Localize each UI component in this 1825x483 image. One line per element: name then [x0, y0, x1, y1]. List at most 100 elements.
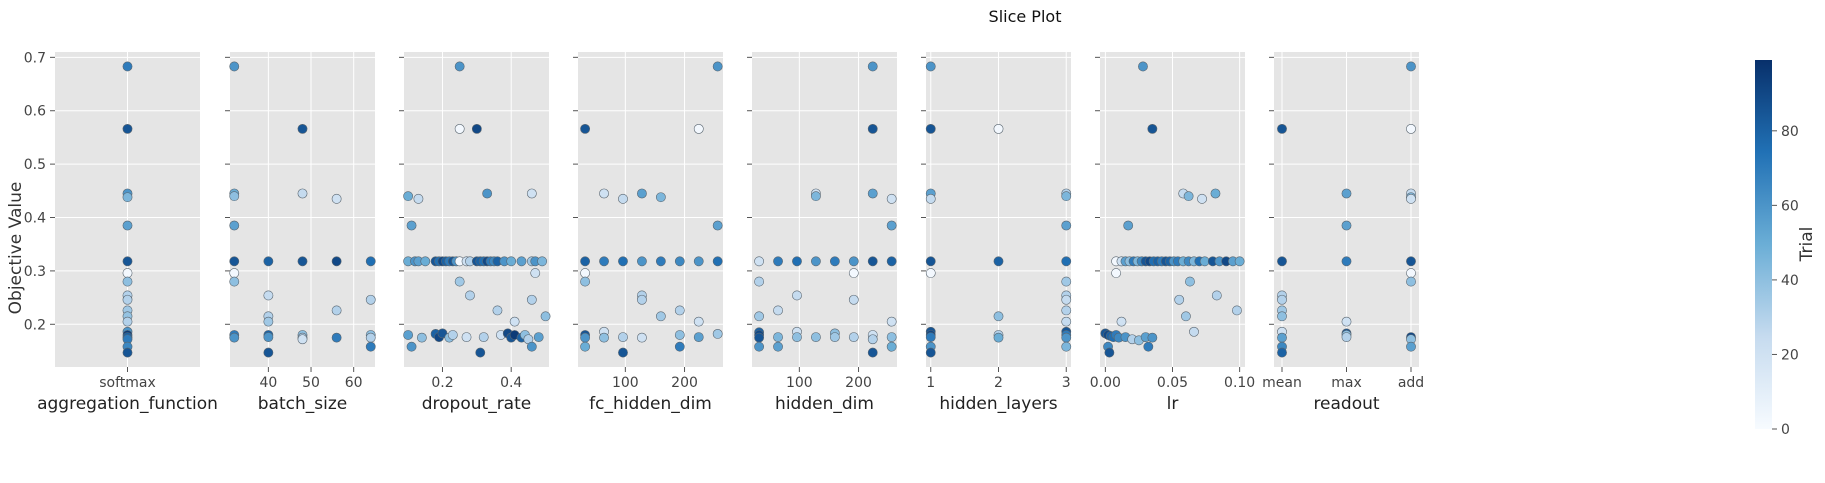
x-tick-label: 1: [926, 375, 935, 391]
data-point: [754, 332, 765, 343]
data-point: [533, 332, 544, 343]
data-point: [618, 193, 628, 204]
colorbar-gradient: [1755, 60, 1772, 429]
data-point: [1406, 256, 1416, 267]
data-point: [1277, 332, 1287, 343]
data-point: [1116, 316, 1127, 327]
data-point: [580, 256, 591, 267]
data-point: [263, 316, 274, 327]
data-point: [580, 276, 591, 287]
data-point: [365, 332, 376, 343]
data-point: [471, 123, 482, 134]
x-tick-label: 0.05: [1157, 375, 1188, 391]
data-point: [886, 256, 897, 267]
data-point: [1061, 341, 1072, 352]
data-point: [454, 61, 465, 72]
data-point: [454, 123, 465, 134]
chart-title: Slice Plot: [989, 7, 1062, 26]
panel-background: [578, 52, 723, 367]
data-point: [122, 192, 133, 203]
data-point: [447, 330, 458, 340]
data-point: [122, 268, 133, 278]
data-point: [263, 332, 274, 343]
data-point: [712, 256, 723, 267]
data-point: [331, 256, 342, 267]
x-axis-label: readout: [1313, 394, 1379, 414]
data-point: [1211, 290, 1222, 301]
data-point: [693, 123, 704, 134]
data-point: [618, 347, 628, 358]
data-point: [1232, 305, 1242, 316]
data-point: [492, 305, 503, 316]
data-point: [848, 294, 859, 305]
data-point: [1174, 294, 1185, 305]
x-tick-label: softmax: [99, 375, 156, 391]
data-point: [1189, 326, 1199, 337]
data-point: [867, 347, 878, 358]
data-point: [637, 256, 647, 267]
data-point: [867, 123, 878, 134]
x-tick-label: 200: [845, 375, 872, 391]
colorbar-tick-label: 60: [1781, 198, 1799, 214]
data-point: [482, 188, 493, 199]
data-point: [413, 193, 424, 204]
data-point: [925, 123, 936, 134]
data-point: [454, 276, 465, 287]
data-point: [1061, 332, 1072, 343]
data-point: [1061, 220, 1072, 231]
data-point: [754, 276, 765, 287]
data-point: [1147, 123, 1158, 134]
data-point: [1185, 276, 1195, 287]
data-point: [420, 256, 431, 267]
data-point: [297, 334, 308, 345]
panel-dropout_rate: 0.2 0.4 dropout_rate: [399, 52, 551, 414]
data-point: [886, 220, 897, 231]
data-point: [754, 341, 765, 352]
data-point: [1123, 220, 1134, 231]
x-axis-label: dropout_rate: [422, 394, 531, 414]
panel-hidden_dim: 100 200 hidden_dim: [747, 52, 897, 414]
data-point: [122, 61, 133, 72]
data-point: [229, 61, 240, 72]
data-point: [925, 268, 936, 278]
data-point: [867, 188, 878, 199]
data-point: [693, 332, 704, 343]
data-point: [993, 256, 1004, 267]
data-point: [1277, 256, 1287, 267]
data-point: [331, 332, 342, 343]
data-point: [674, 330, 685, 340]
x-tick-label: add: [1398, 375, 1424, 391]
data-point: [1147, 332, 1158, 343]
data-point: [506, 256, 517, 267]
data-point: [867, 334, 878, 345]
data-point: [1138, 61, 1148, 72]
data-point: [530, 268, 541, 278]
data-point: [406, 220, 417, 231]
panel-background: [752, 52, 897, 367]
data-point: [1104, 347, 1115, 358]
data-point: [229, 220, 240, 231]
data-point: [925, 256, 936, 267]
x-axis-label: aggregation_function: [37, 394, 218, 414]
panel-aggregation_function: 0.2 0.3 0.4 0.5 0.6 0.7 softmax aggregation_fun…: [24, 50, 218, 414]
data-point: [693, 316, 704, 327]
data-point: [1210, 188, 1221, 199]
colorbar-tick-label: 20: [1781, 347, 1799, 363]
data-point: [993, 123, 1004, 134]
data-point: [122, 256, 133, 267]
x-axis-label: batch_size: [258, 394, 347, 414]
data-point: [122, 316, 133, 327]
data-point: [465, 290, 475, 301]
data-point: [1111, 268, 1122, 278]
panels: 0.2 0.3 0.4 0.5 0.6 0.7 softmax aggregation_fun…: [24, 50, 1424, 414]
panel-fc_hidden_dim: 100 200 fc_hidden_dim: [573, 52, 723, 414]
colorbar-tick-label: 80: [1781, 124, 1799, 140]
data-point: [229, 268, 240, 278]
x-tick-label: 0.2: [431, 375, 453, 391]
data-point: [848, 332, 859, 343]
colorbar-tick-label: 0: [1781, 422, 1790, 438]
data-point: [229, 332, 240, 343]
data-point: [478, 332, 489, 343]
data-point: [461, 332, 472, 343]
data-point: [925, 61, 936, 72]
